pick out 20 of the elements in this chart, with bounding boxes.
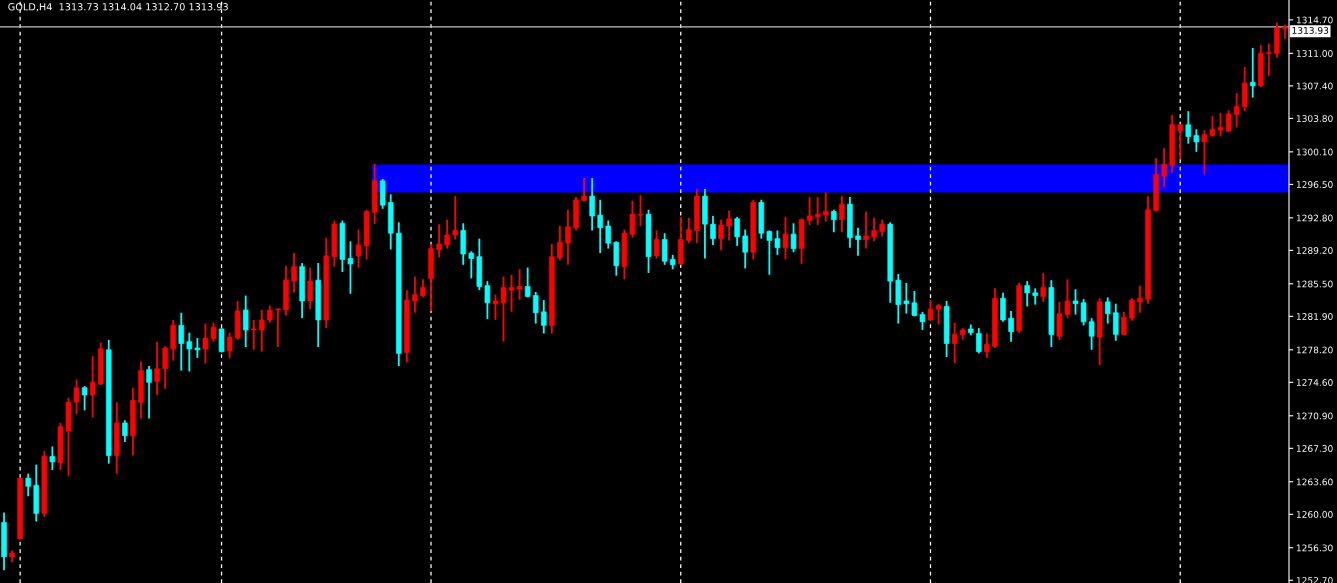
y-tick-label: 1260.00 [1296,511,1333,518]
y-tick-label: 1256.30 [1296,544,1333,552]
y-tick-label: 1307.40 [1296,82,1333,90]
y-tick-label: 1292.80 [1296,214,1333,222]
y-tick-label: 1303.80 [1296,115,1333,122]
y-tick-label: 1267.30 [1296,445,1333,452]
chart-title: GOLD,H4 1313.73 1314.04 1312.70 1313.93 [8,3,228,12]
y-tick-label: 1296.50 [1296,181,1333,188]
y-tick-label: 1270.90 [1296,412,1333,420]
y-tick-label: 1314.70 [1296,16,1333,24]
ref-line-label: 1313.93 [1292,27,1329,34]
y-tick-label: 1285.50 [1296,280,1333,288]
y-tick-label: 1278.20 [1296,346,1333,354]
y-tick-label: 1300.10 [1296,148,1333,156]
y-tick-label: 1289.20 [1296,247,1333,254]
y-tick-label: 1263.60 [1296,478,1333,486]
y-tick-label: 1252.70 [1296,577,1333,583]
y-tick-label: 1281.90 [1296,313,1333,320]
y-tick-label: 1311.00 [1296,50,1333,57]
y-tick-label: 1274.60 [1296,379,1333,386]
